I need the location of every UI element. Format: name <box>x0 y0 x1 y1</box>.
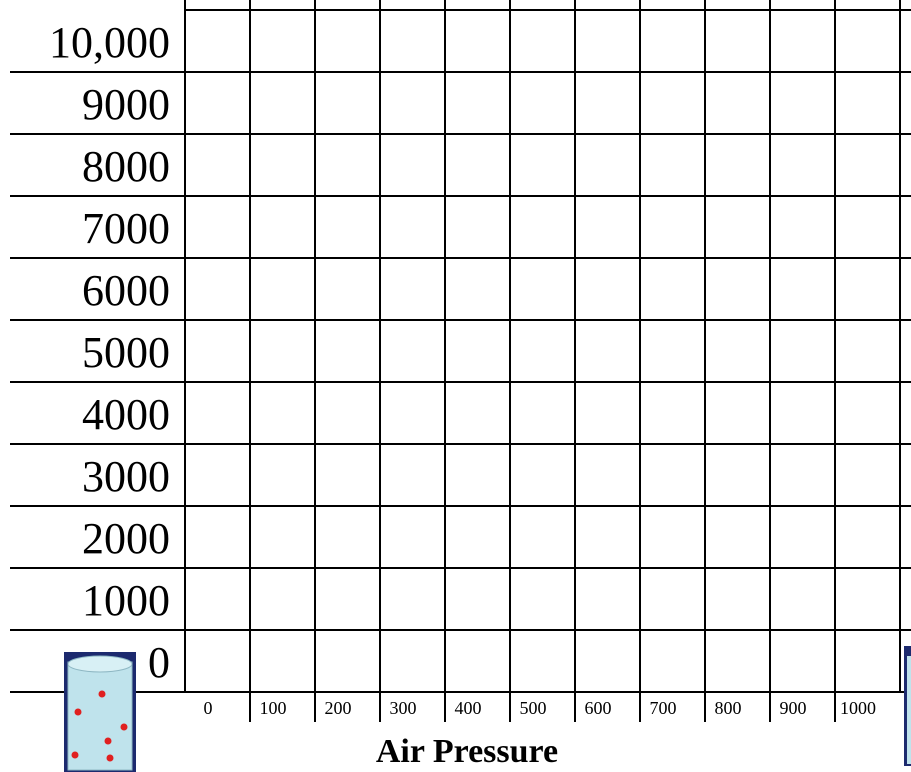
y-label: 9000 <box>82 80 170 129</box>
x-label: 800 <box>715 698 742 718</box>
y-label: 6000 <box>82 266 170 315</box>
x-label: 600 <box>585 698 612 718</box>
worksheet-graph: Air Pressure 10,000900080007000600050004… <box>0 0 911 772</box>
y-label: 7000 <box>82 204 170 253</box>
y-label: 10,000 <box>49 18 170 67</box>
x-label: 400 <box>455 698 482 718</box>
x-label: 1000 <box>840 698 876 718</box>
x-label: 500 <box>520 698 547 718</box>
y-label: 1000 <box>82 576 170 625</box>
cylinder-icon <box>904 646 911 766</box>
y-label: 0 <box>148 638 170 687</box>
y-label: 5000 <box>82 328 170 377</box>
y-label: 2000 <box>82 514 170 563</box>
x-axis-title: Air Pressure <box>376 733 558 770</box>
y-label: 8000 <box>82 142 170 191</box>
y-label: 4000 <box>82 390 170 439</box>
x-label: 200 <box>325 698 352 718</box>
x-label: 300 <box>390 698 417 718</box>
x-label: 700 <box>650 698 677 718</box>
cylinder-icon <box>64 652 136 772</box>
x-label: 100 <box>260 698 287 718</box>
x-label: 0 <box>204 698 213 718</box>
x-label: 900 <box>780 698 807 718</box>
y-label: 3000 <box>82 452 170 501</box>
